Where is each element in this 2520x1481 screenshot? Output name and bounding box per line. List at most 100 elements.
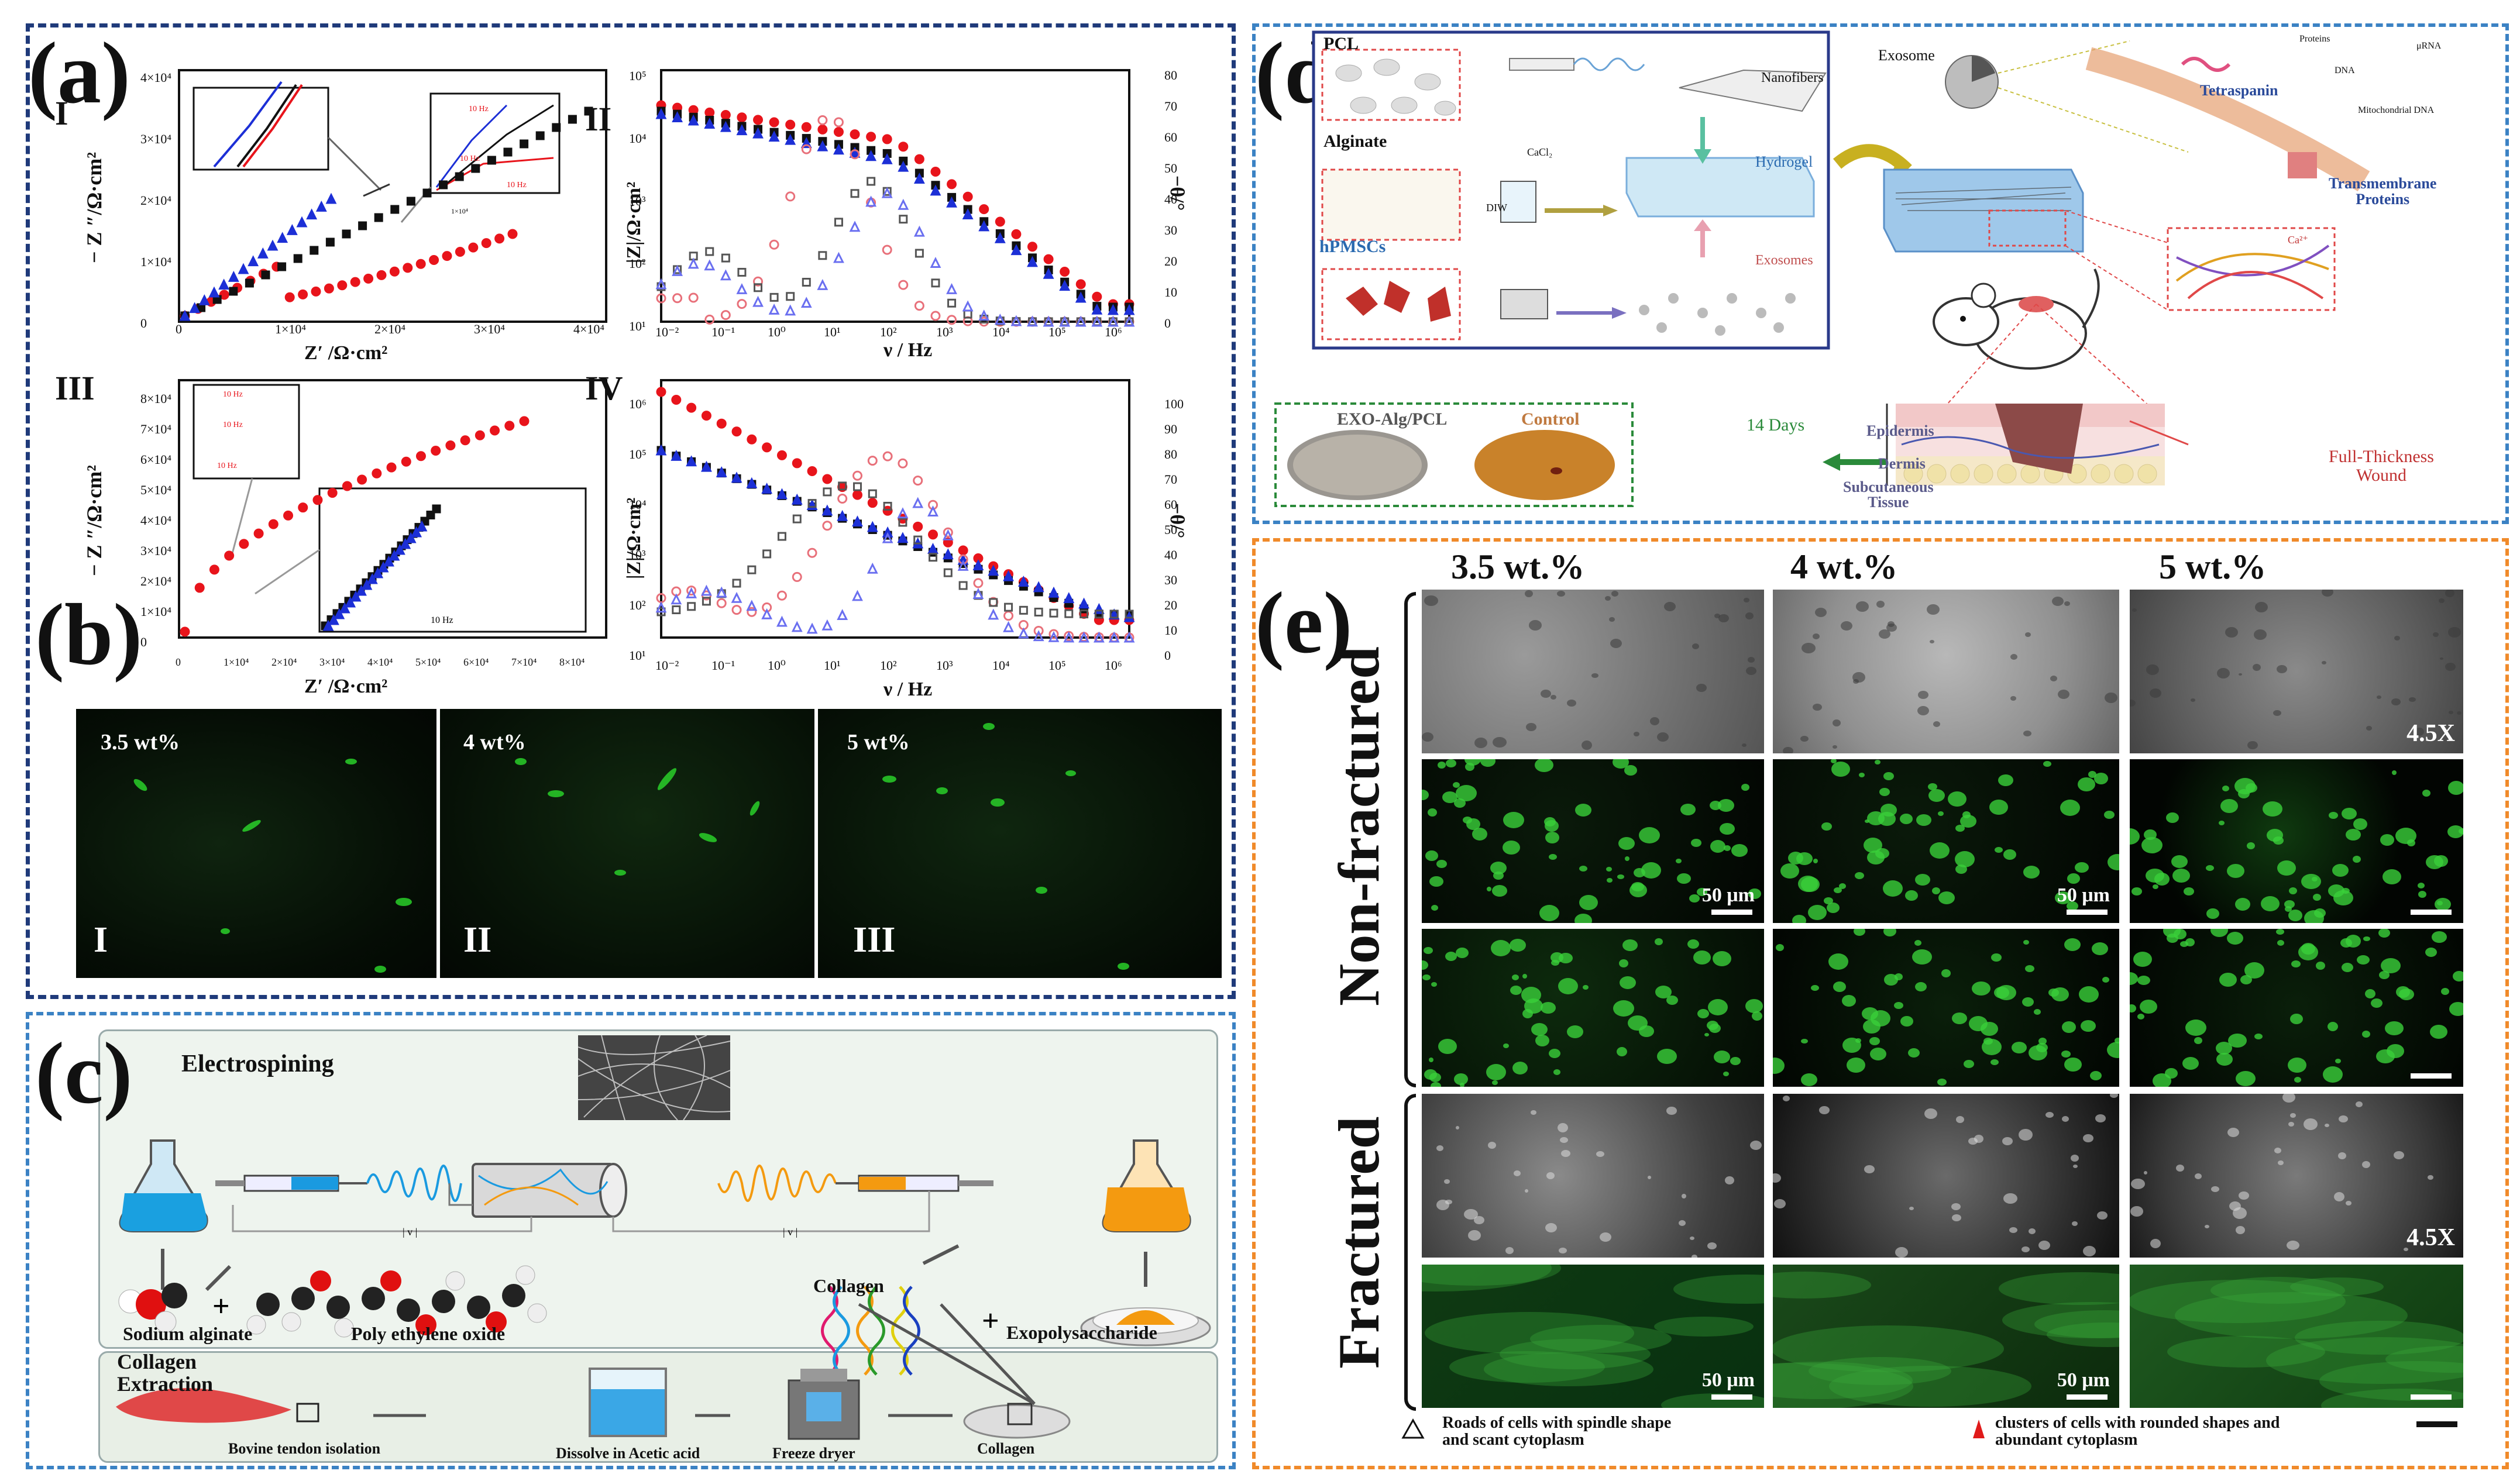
- bode-II-black-phase-point: [769, 292, 779, 302]
- nyquist-I-red-point: [507, 229, 518, 239]
- subplot-label-IV: IV: [585, 369, 623, 407]
- nyquist-III-blue-point: [356, 584, 367, 596]
- nyquist-I-black-point: [261, 270, 270, 280]
- nyquist-III-blue-point: [383, 555, 394, 567]
- tick-bode-IV-x: 10³: [936, 658, 953, 673]
- bode-IV-black-phase-point: [732, 578, 741, 588]
- nyquist-I-black-point: [439, 180, 448, 190]
- nyquist-III-blue-point: [377, 561, 389, 573]
- bode-IV-red-phase-point: [943, 527, 953, 538]
- d-label-dermis: Dermis: [1878, 455, 1926, 472]
- nyquist-III-blue-point: [366, 573, 378, 584]
- nyquist-I-black-point: [374, 213, 383, 222]
- bode-II-black-phase-point: [850, 189, 860, 198]
- bode-IV-red-mag-point: [701, 411, 711, 421]
- bode-II-blue-phase-point: [1091, 315, 1103, 327]
- bode-IV-blue-phase-point: [776, 615, 788, 627]
- bode-II-blue-phase-point: [704, 259, 716, 271]
- nyquist-I-black-point: [487, 156, 496, 165]
- nyquist-I-black-point: [229, 287, 238, 296]
- water-molecule-icon: [118, 1283, 187, 1333]
- bode-II-blue-phase-point: [913, 225, 925, 237]
- bode-IV-black-phase-point: [1034, 607, 1043, 616]
- bode-IV-red-phase-point: [973, 578, 984, 588]
- tick-bode-II-y: 10¹: [629, 319, 646, 333]
- bode-IV-red-phase-point: [913, 476, 923, 486]
- nyquist-III-blue-point: [350, 590, 362, 602]
- tick-bode-II-y: 10³: [629, 194, 646, 208]
- bode-II-blue-phase-point: [1043, 315, 1054, 327]
- bode-II-red-phase-point: [930, 311, 941, 321]
- bode-II-red-mag-point: [1060, 266, 1070, 277]
- bode-IV-blue-phase-point: [927, 505, 938, 517]
- nyquist-III-red-point: [268, 519, 279, 529]
- d-label-diw: DIW: [1486, 202, 1507, 213]
- nyquist-I-red-point: [481, 238, 491, 249]
- nyquist-III-red: [180, 416, 530, 637]
- bode-II-black-phase: [656, 177, 1134, 326]
- bode-II-blue-mag-point: [994, 232, 1006, 243]
- bode-IV-red-phase-point: [1048, 629, 1059, 639]
- bode-II-blue-mag-point: [817, 140, 828, 151]
- d-label-nanofibers: Nanofibers: [1761, 70, 1824, 85]
- micrograph-e-texture: [1780, 759, 2119, 923]
- bode-IV-black-phase-point: [1019, 605, 1028, 615]
- micrograph-b-2-roman: II: [463, 920, 492, 960]
- nyquist-I-blue-point: [306, 208, 318, 220]
- tick-nyq-III-y: 8×10⁴: [140, 391, 172, 406]
- panel-ab-frame: [26, 23, 1236, 999]
- tick-nyq-III-y: 0: [140, 635, 147, 649]
- micrograph-e-r1-c1: [1422, 590, 1764, 753]
- bode-II-red-mag-point: [753, 115, 764, 125]
- bode-IV-red-phase-point: [747, 607, 757, 617]
- bode-IV-blue-mag-point: [731, 471, 742, 483]
- bode-IV-red-mag-point: [686, 402, 697, 413]
- bode-II-red-mag-point: [720, 110, 731, 120]
- nyquist-III-blue-point: [411, 526, 422, 538]
- scale-label: 50 μm: [1701, 884, 1755, 906]
- micrograph-e-r4-c3: 4.5X: [2130, 1094, 2463, 1258]
- bode-IV-blue-phase-point: [791, 621, 803, 632]
- nyquist-III-blue-point: [394, 543, 405, 555]
- d-label-proteins: Proteins: [2299, 34, 2330, 44]
- micrograph-e-r4-c1: [1422, 1094, 1764, 1258]
- bode-IV-black-phase-point: [852, 482, 862, 491]
- panel-d-illustration: [1274, 30, 2370, 507]
- bode-IV-black-mag: [656, 446, 1134, 619]
- bode-II-red-mag-point: [850, 129, 860, 140]
- label-collagen-end: Collagen: [977, 1440, 1035, 1457]
- bode-II-black-phase-point: [705, 247, 714, 256]
- nyquist-III-red-point: [431, 445, 441, 456]
- micrograph-e-r2-c1: 50 μm: [1422, 759, 1764, 923]
- bode-II-blue-mag-point: [1123, 304, 1135, 315]
- bode-IV-blue-mag-point: [988, 564, 999, 576]
- nyquist-III-xlabel: Z′ /Ω·cm²: [304, 676, 388, 697]
- nyquist-III-blue-point: [361, 578, 373, 590]
- bode-IV-red-mag-point: [913, 521, 923, 532]
- bode-II-red-mag-point: [962, 191, 973, 202]
- nyquist-III-red-point: [209, 564, 219, 575]
- bode-IV-black-phase-point: [823, 487, 832, 497]
- bode-IV-black-phase-point: [1079, 609, 1089, 619]
- bode-II-blue-phase-point: [946, 283, 957, 294]
- label-freeze-dryer: Freeze dryer: [772, 1445, 855, 1462]
- bode-IV-blue-mag-point: [867, 521, 878, 532]
- bode-II-red-phase-point: [720, 310, 731, 321]
- d-label-exosomes: Exosomes: [1755, 253, 1813, 268]
- bode-IV-blue-mag-point: [1108, 608, 1120, 620]
- bode-II-blue-phase-point: [1107, 315, 1119, 327]
- petri-dish-icon: [1080, 1307, 1211, 1346]
- bode-II-blue-mag: [655, 108, 1135, 315]
- bode-II-red-mag-point: [785, 119, 796, 130]
- bode-II-blue-mag-point: [736, 124, 748, 136]
- bode-II-blue-phase-point: [687, 257, 699, 269]
- nyquist-I-red-point: [298, 289, 308, 299]
- collagen-dish-icon: [963, 1403, 1071, 1439]
- micrograph-e-texture: [1773, 929, 2119, 1086]
- tick-nyq-I-y: 4×10⁴: [140, 70, 172, 85]
- tick-bode-IV-y2: 80: [1164, 447, 1177, 461]
- tick-nyq-III-x: 3×10⁴: [319, 656, 345, 668]
- bode-IV-blue-phase-point: [746, 600, 758, 611]
- bode-IV-black-phase-point: [1064, 609, 1074, 618]
- micrograph-e-texture: [1422, 938, 1763, 1087]
